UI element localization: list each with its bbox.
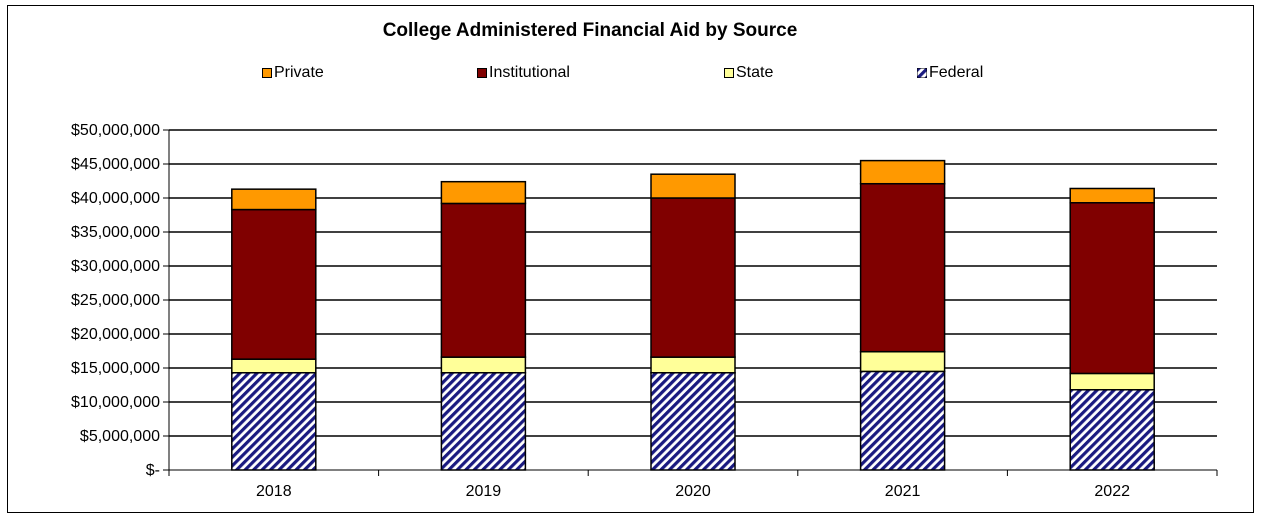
bar-federal-2020 — [650, 372, 736, 471]
bar-state-2019 — [440, 356, 527, 374]
bar-private-2020 — [650, 173, 736, 199]
bar-state-2021 — [859, 350, 946, 373]
bar-federal-2021 — [859, 370, 946, 471]
bar-federal-2019 — [440, 372, 527, 471]
y-tick-label: $35,000,000 — [71, 224, 160, 241]
legend-swatch-state — [724, 68, 734, 78]
bar-institutional-2021 — [859, 182, 946, 353]
y-tick-label: $15,000,000 — [71, 360, 160, 377]
x-tick-label-2022: 2022 — [1094, 483, 1130, 500]
chart-title: College Administered Financial Aid by So… — [382, 20, 798, 41]
bar-institutional-2019 — [440, 202, 527, 358]
y-tick-label: $40,000,000 — [71, 190, 160, 207]
x-tick-label-2019: 2019 — [466, 483, 502, 500]
x-tick-label-2020: 2020 — [675, 483, 711, 500]
y-tick-label: $25,000,000 — [71, 292, 160, 309]
chart-frame — [7, 5, 1254, 513]
legend-label-private: Private — [274, 64, 324, 81]
legend-label-state: State — [736, 64, 774, 81]
y-tick-label: $20,000,000 — [71, 326, 160, 343]
bar-institutional-2020 — [650, 197, 736, 358]
bar-state-2022 — [1069, 372, 1155, 391]
bar-private-2019 — [440, 180, 527, 205]
legend-item-federal: Federal — [917, 64, 983, 82]
legend-item-state: State — [724, 64, 773, 82]
bar-federal-2018 — [231, 372, 317, 471]
x-tick-label-2021: 2021 — [885, 483, 921, 500]
y-tick-label: $10,000,000 — [71, 394, 160, 411]
legend-swatch-institutional — [477, 68, 487, 78]
bar-state-2020 — [650, 356, 736, 374]
legend-item-private: Private — [262, 64, 324, 82]
bar-federal-2022 — [1069, 389, 1155, 471]
y-tick-label: $5,000,000 — [80, 428, 160, 445]
legend-item-institutional: Institutional — [477, 64, 570, 82]
legend-label-institutional: Institutional — [489, 64, 570, 81]
bar-private-2022 — [1069, 187, 1155, 204]
y-tick-label: $- — [146, 462, 160, 479]
bar-state-2018 — [231, 358, 317, 374]
bar-private-2021 — [859, 159, 946, 185]
y-tick-label: $45,000,000 — [71, 156, 160, 173]
bar-private-2018 — [231, 188, 317, 211]
x-tick-label-2018: 2018 — [256, 483, 292, 500]
y-tick-label: $30,000,000 — [71, 258, 160, 275]
legend-label-federal: Federal — [929, 64, 984, 81]
y-tick-label: $50,000,000 — [71, 122, 160, 139]
bar-institutional-2022 — [1069, 202, 1155, 375]
legend-swatch-private — [262, 68, 272, 78]
legend-swatch-federal — [917, 68, 927, 78]
bar-institutional-2018 — [231, 208, 317, 360]
